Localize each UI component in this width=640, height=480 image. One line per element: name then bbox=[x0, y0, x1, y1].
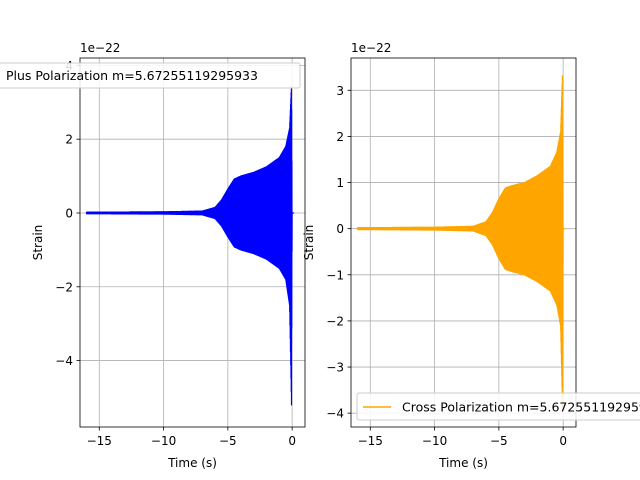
x-tick-label: −15 bbox=[87, 434, 112, 448]
y-tick-label: −4 bbox=[326, 407, 344, 421]
y-axis-label: Strain bbox=[31, 225, 45, 261]
legend-box bbox=[356, 392, 640, 421]
legend-label-cross: Cross Polarization m=5.67255119295933 bbox=[402, 400, 640, 415]
y-tick-label: 1 bbox=[336, 176, 344, 190]
y-tick-label: 0 bbox=[336, 222, 344, 236]
y-tick-label: 0 bbox=[65, 206, 73, 220]
x-axis-label: Time (s) bbox=[167, 456, 217, 470]
legend: Cross Polarization m=5.67255119295933 bbox=[356, 392, 640, 421]
series-layer bbox=[356, 75, 566, 410]
x-tick-label: −5 bbox=[490, 434, 508, 448]
y-tick-label: −2 bbox=[326, 314, 344, 328]
legend: Plus Polarization m=5.67255119295933 bbox=[0, 62, 301, 89]
y-tick-label: −3 bbox=[326, 361, 344, 375]
x-axis-label: Time (s) bbox=[438, 456, 488, 470]
y-tick-label: −1 bbox=[326, 268, 344, 282]
x-tick-label: −10 bbox=[422, 434, 447, 448]
x-tick-label: 0 bbox=[288, 434, 296, 448]
y-ticks: −4 −3 −2 −1 0 1 2 3 bbox=[326, 84, 351, 421]
legend-box bbox=[0, 62, 301, 89]
series-layer bbox=[85, 86, 295, 406]
y-axis-label: Strain bbox=[302, 225, 316, 261]
y-offset-text: 1e−22 bbox=[80, 41, 120, 55]
x-tick-label: 0 bbox=[559, 434, 567, 448]
legend-label-plus: Plus Polarization m=5.67255119295933 bbox=[6, 68, 258, 83]
plus-polarization-axes: −15−10−50 −4−2024 Time (s) Strain 1e−22 … bbox=[0, 41, 306, 470]
y-tick-label: 2 bbox=[65, 133, 73, 147]
x-tick-label: −15 bbox=[358, 434, 383, 448]
y-offset-text: 1e−22 bbox=[351, 41, 391, 55]
axes-frame bbox=[79, 57, 306, 428]
y-tick-label: −2 bbox=[55, 280, 73, 294]
y-tick-label: 3 bbox=[336, 84, 344, 98]
x-tick-label: −5 bbox=[219, 434, 237, 448]
x-ticks: −15 −10 −5 0 bbox=[87, 427, 296, 448]
y-tick-label: −4 bbox=[55, 354, 73, 368]
series-line-1 bbox=[356, 75, 566, 410]
axes-frame bbox=[350, 57, 577, 428]
x-ticks: −15 −10 −5 0 bbox=[358, 427, 567, 448]
x-tick-label: −10 bbox=[151, 434, 176, 448]
series-line-1 bbox=[85, 86, 295, 406]
y-tick-label: 2 bbox=[336, 130, 344, 144]
